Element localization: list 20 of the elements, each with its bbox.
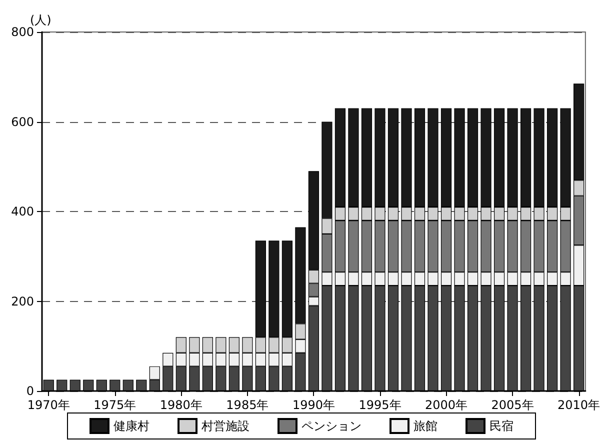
legend-label: 旅館: [414, 419, 438, 433]
legend-label: 民宿: [490, 419, 514, 433]
x-tick-label: 2000年: [424, 398, 468, 412]
y-tick-label: 0: [26, 384, 34, 398]
x-tick-label: 1975年: [94, 398, 136, 412]
legend-label: 村営施設: [200, 419, 250, 433]
legend-label: 健康村: [114, 419, 150, 433]
x-tick-label: 1985年: [226, 398, 269, 412]
legend-label: ペンション: [302, 419, 362, 433]
x-tick-label: 1970年: [27, 398, 70, 412]
x-tick-label: 1990年: [292, 398, 335, 412]
y-tick-label: 400: [11, 204, 34, 218]
x-tick-label: 1980年: [160, 398, 202, 412]
x-tick-label: 2005年: [491, 398, 534, 412]
x-tick-label: 1995年: [358, 398, 402, 412]
y-tick-label: 600: [11, 114, 34, 129]
y-axis-title: (人): [30, 13, 52, 27]
y-tick-label: 200: [11, 294, 34, 308]
y-tick-label: 800: [11, 25, 34, 39]
x-tick-label: 2010年: [558, 398, 600, 412]
